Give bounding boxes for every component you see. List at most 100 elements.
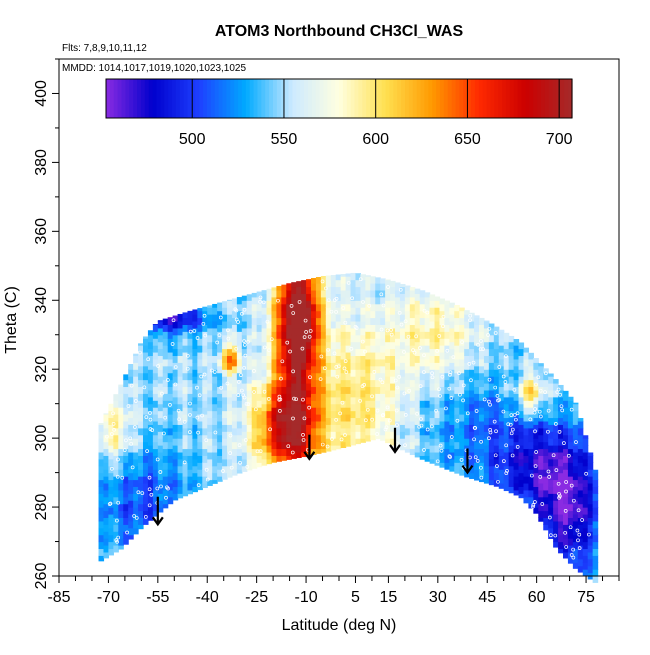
heatmap-cell xyxy=(103,476,110,484)
heatmap-cell xyxy=(128,403,134,412)
colorbar-segment xyxy=(300,79,305,118)
heatmap-cell xyxy=(167,427,174,436)
heatmap-cell xyxy=(538,503,544,512)
heatmap-cell xyxy=(296,369,302,377)
heatmap-cell xyxy=(177,320,184,329)
heatmap-cell xyxy=(513,351,520,360)
heatmap-cell xyxy=(390,320,396,329)
heatmap-cell xyxy=(311,338,317,346)
heatmap-cell xyxy=(296,424,302,432)
heatmap-cell xyxy=(330,445,337,451)
heatmap-cell xyxy=(330,341,337,350)
heatmap-cell xyxy=(152,441,159,450)
sample-point xyxy=(173,365,178,369)
heatmap-cell xyxy=(390,396,396,405)
heatmap-cell xyxy=(513,476,520,484)
heatmap-cell xyxy=(123,489,129,498)
heatmap-cell xyxy=(592,548,599,556)
heatmap-cell xyxy=(424,303,431,312)
sample-point xyxy=(496,479,500,484)
heatmap-cell xyxy=(143,351,149,360)
heatmap-cell xyxy=(177,465,184,474)
sample-point xyxy=(320,279,325,284)
heatmap-cell xyxy=(567,427,574,436)
sample-point xyxy=(342,366,347,371)
sample-point xyxy=(303,318,308,323)
heatmap-cell xyxy=(281,379,287,388)
heatmap-cell xyxy=(518,451,525,460)
heatmap-cell xyxy=(345,296,352,305)
heatmap-cell xyxy=(518,445,525,453)
sample-point xyxy=(515,444,520,449)
heatmap-cell xyxy=(128,520,134,529)
heatmap-cell xyxy=(261,362,268,370)
heatmap-cell xyxy=(488,403,495,412)
heatmap-cell xyxy=(587,476,594,484)
heatmap-cell xyxy=(320,393,327,401)
heatmap-cell xyxy=(572,465,579,474)
heatmap-cell xyxy=(202,448,208,456)
heatmap-cell xyxy=(296,293,302,301)
sample-point xyxy=(445,348,450,353)
heatmap-cell xyxy=(508,355,515,363)
heatmap-cell xyxy=(133,451,139,460)
sample-point xyxy=(195,415,200,420)
heatmap-cell xyxy=(548,507,554,515)
heatmap-cell xyxy=(281,310,287,319)
heatmap-cell xyxy=(345,324,352,332)
heatmap-cell xyxy=(281,284,287,291)
sample-point xyxy=(389,332,394,337)
heatmap-cell xyxy=(246,300,253,308)
heatmap-cell xyxy=(370,365,376,374)
heatmap-cell xyxy=(409,324,416,332)
heatmap-cell xyxy=(513,427,520,436)
heatmap-cell xyxy=(197,331,203,339)
sample-point xyxy=(372,369,377,374)
heatmap-cell xyxy=(231,338,238,346)
colorbar-segment xyxy=(401,79,406,118)
heatmap-cell xyxy=(261,403,268,412)
heatmap-cell xyxy=(548,410,554,419)
heatmap-cell xyxy=(212,307,218,315)
colorbar-segment xyxy=(412,79,418,118)
heatmap-cell xyxy=(311,345,317,353)
heatmap-cell xyxy=(553,486,559,494)
colorbar-segment xyxy=(226,79,231,118)
sample-point xyxy=(379,292,384,297)
heatmap-cell xyxy=(375,345,381,353)
heatmap-cell xyxy=(187,372,194,381)
sample-point xyxy=(294,397,298,402)
heatmap-cell xyxy=(380,283,386,291)
heatmap-cell xyxy=(246,410,253,419)
heatmap-cell xyxy=(167,338,174,346)
heatmap-cell xyxy=(340,338,347,346)
heatmap-cell xyxy=(375,407,381,415)
heatmap-cell xyxy=(528,393,534,401)
heatmap-cell xyxy=(508,389,515,398)
heatmap-cell xyxy=(459,317,465,325)
heatmap-cell xyxy=(375,414,381,422)
heatmap-cell xyxy=(469,382,475,391)
heatmap-cell xyxy=(493,472,500,481)
heatmap-cell xyxy=(553,541,559,548)
heatmap-cell xyxy=(241,295,248,301)
heatmap-cell xyxy=(138,496,144,505)
heatmap-cell xyxy=(508,479,515,487)
heatmap-cell xyxy=(567,469,574,477)
heatmap-cell xyxy=(266,341,273,350)
heatmap-cell xyxy=(152,455,159,463)
heatmap-cell xyxy=(533,472,539,481)
heatmap-cell xyxy=(399,286,406,294)
heatmap-cell xyxy=(558,451,564,460)
sample-point xyxy=(215,340,220,345)
heatmap-cell xyxy=(553,389,559,398)
sample-point xyxy=(146,357,151,362)
heatmap-cell xyxy=(113,394,119,401)
heatmap-cell xyxy=(493,355,500,363)
heatmap-cell xyxy=(187,414,194,422)
heatmap-cell xyxy=(246,403,253,412)
colorbar-segment xyxy=(222,79,227,118)
heatmap-cell xyxy=(212,362,218,370)
heatmap-cell xyxy=(172,348,179,357)
heatmap-cell xyxy=(454,331,460,339)
